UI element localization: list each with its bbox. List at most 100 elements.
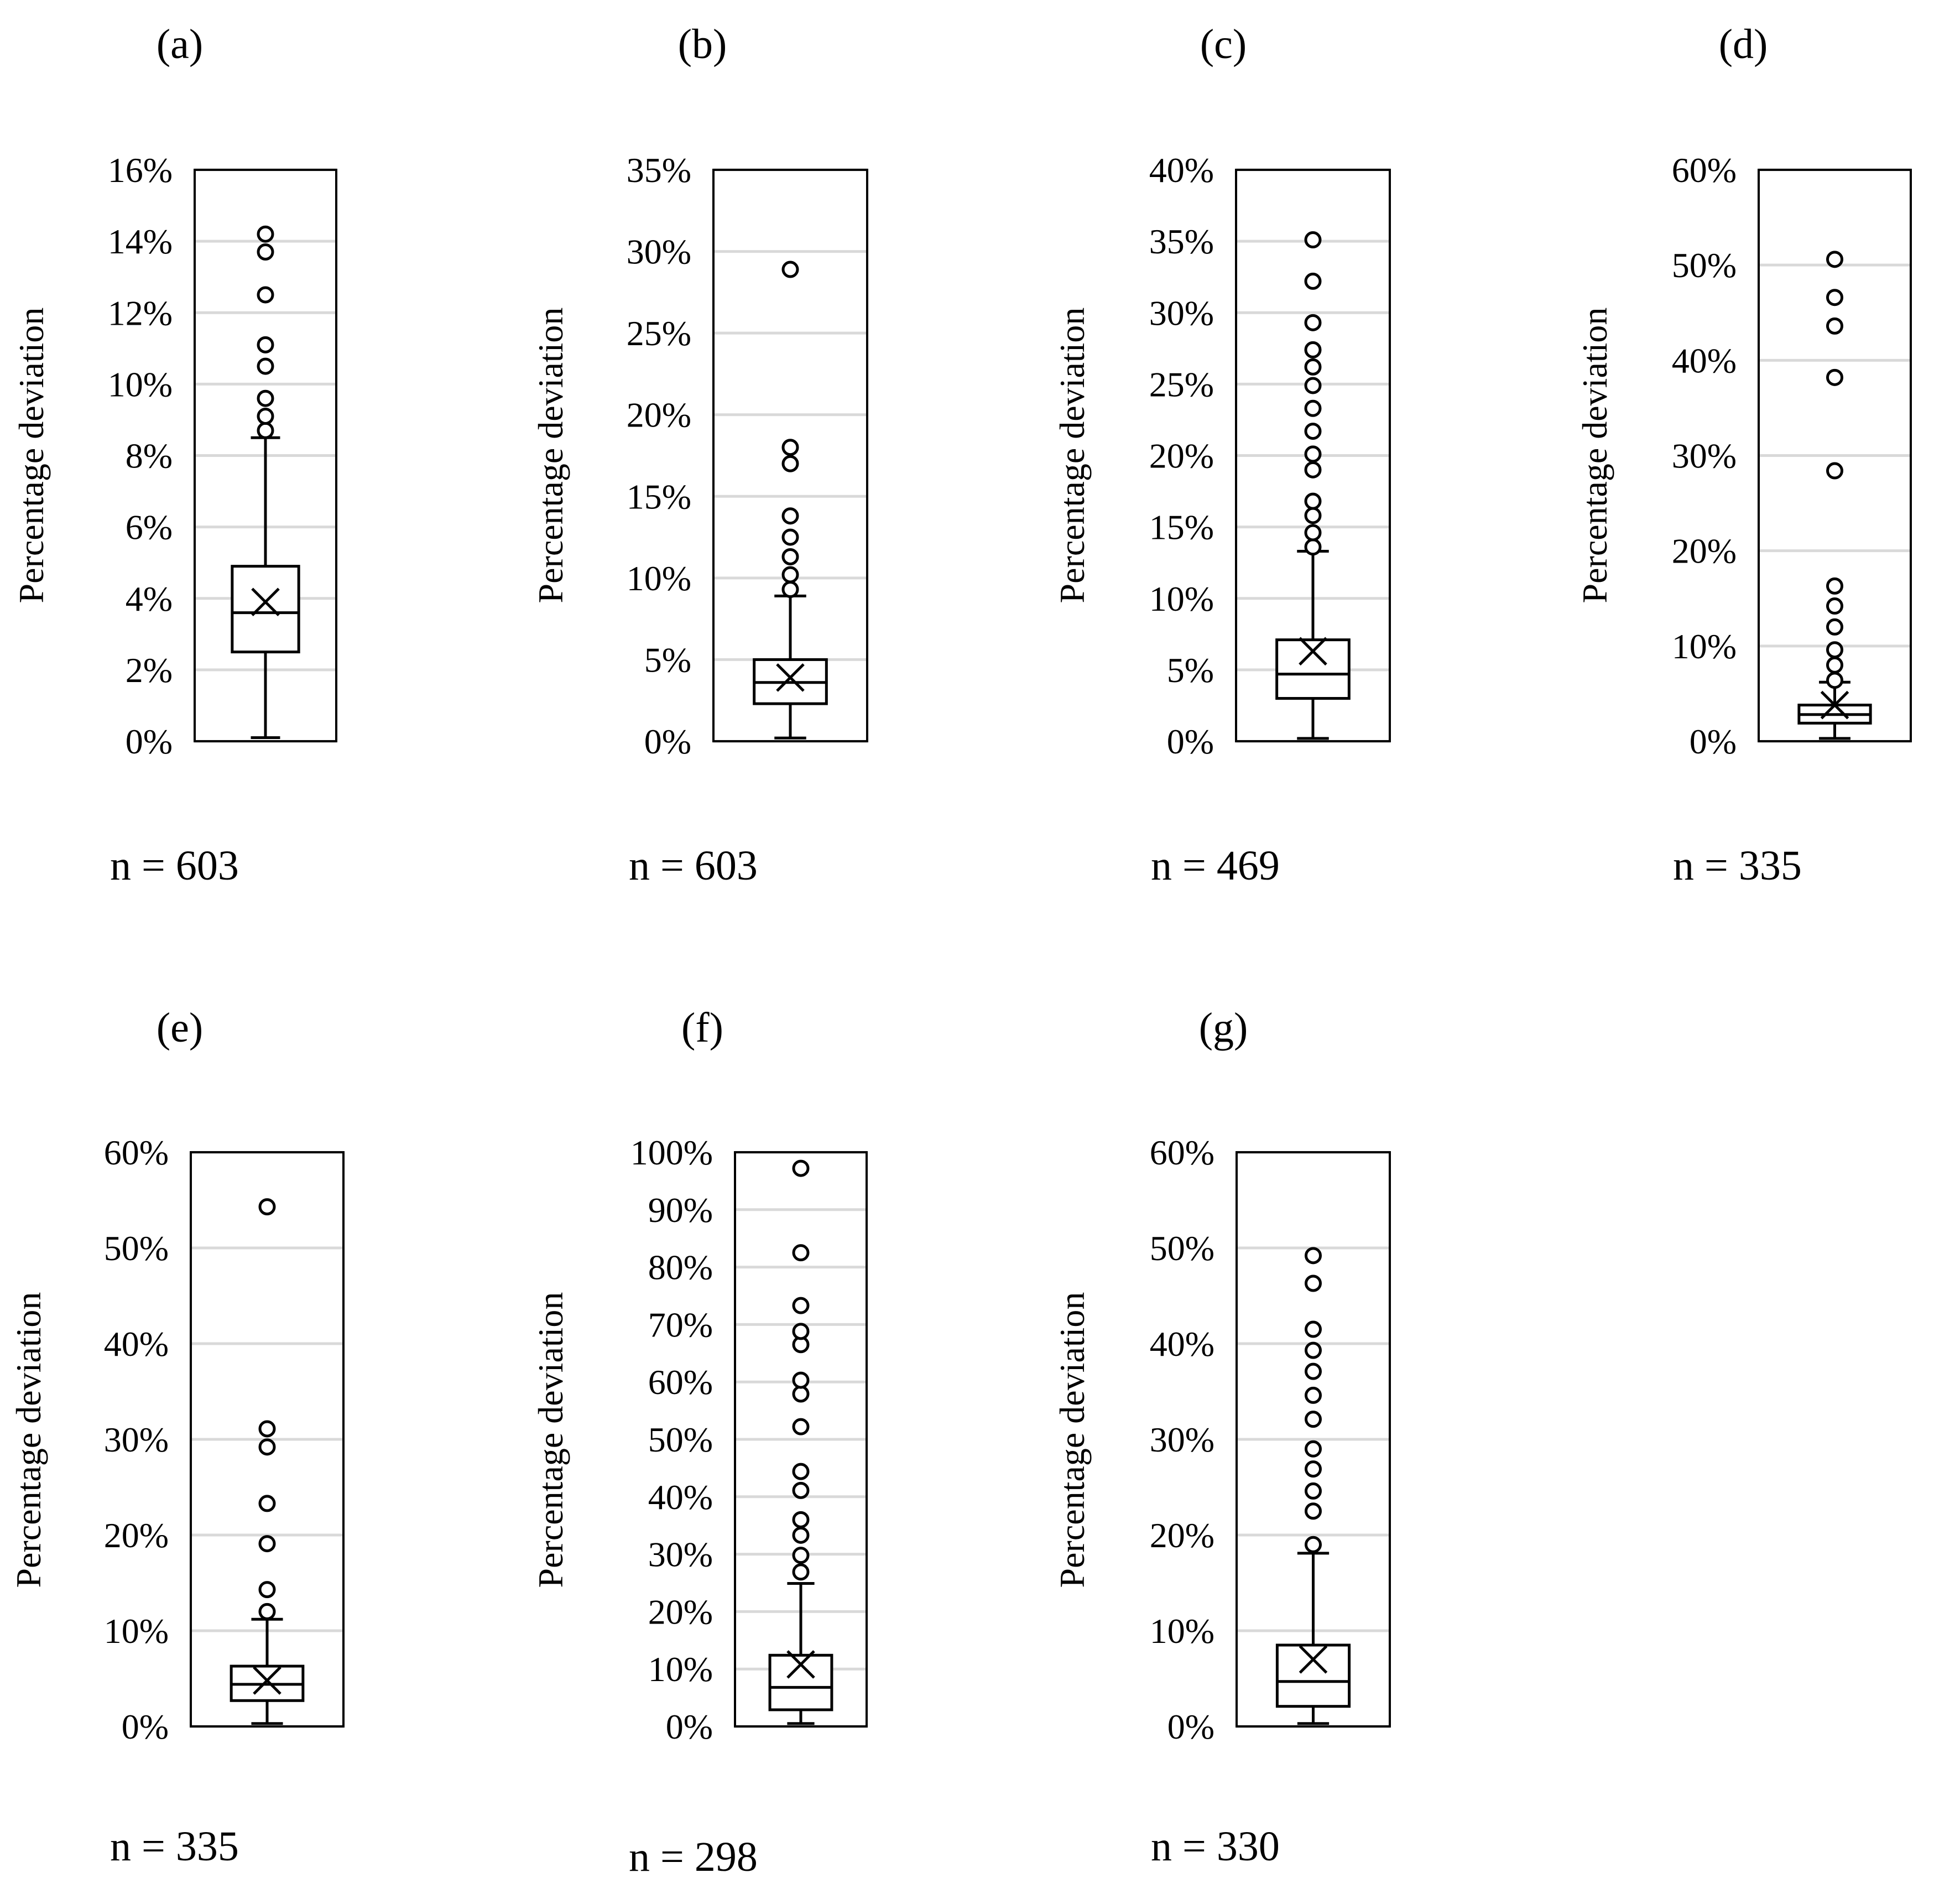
outlier-point	[792, 1547, 810, 1564]
outlier-point	[1826, 317, 1843, 335]
y-tick-label: 60%	[1150, 1133, 1214, 1172]
y-tick-label: 16%	[108, 150, 173, 190]
iqr-box	[1275, 1643, 1351, 1708]
y-tick-label: 5%	[644, 640, 691, 679]
y-tick-label: 40%	[648, 1478, 713, 1517]
outlier-point	[792, 1297, 810, 1314]
outlier-point	[781, 507, 799, 525]
sample-size-label: n = 298	[629, 1834, 758, 1880]
y-tick-label: 0%	[122, 1707, 169, 1746]
y-tick-label: 20%	[627, 396, 691, 435]
sample-size-label: n = 335	[1673, 842, 1802, 889]
outlier-point	[1826, 672, 1843, 689]
sample-size-label: n = 335	[110, 1823, 239, 1870]
y-tick-label: 4%	[126, 579, 173, 618]
y-tick-label: 90%	[648, 1190, 713, 1230]
outlier-point	[257, 336, 274, 353]
outlier-point	[257, 286, 274, 304]
y-tick-label: 25%	[1149, 365, 1214, 404]
panel-label: (a)	[157, 21, 203, 67]
y-axis-label: Percentage deviation	[1052, 308, 1092, 604]
y-tick-label: 0%	[1167, 722, 1214, 761]
outlier-point	[792, 1463, 810, 1480]
mean-marker-stroke	[786, 1650, 815, 1679]
y-tick-label: 0%	[126, 722, 173, 761]
y-axis-label: Percentage deviation	[531, 308, 570, 604]
outlier-point	[1305, 1440, 1322, 1458]
outlier-point	[1305, 1411, 1322, 1428]
outlier-point	[1826, 462, 1843, 480]
panel-label: (g)	[1199, 1005, 1248, 1051]
outlier-point	[257, 225, 274, 243]
y-tick-label: 10%	[627, 559, 691, 598]
chart-panel-a: 0% 2% 4% 6% 8% 10% 12% 14% 16% (a) Percentage devi…	[12, 21, 337, 889]
plot-frame	[1235, 169, 1391, 742]
y-tick-label: 15%	[1149, 508, 1214, 547]
iqr-box	[231, 565, 300, 654]
outlier-point	[258, 1495, 276, 1512]
plot-frame	[1236, 1151, 1391, 1728]
plot-frame	[734, 1151, 868, 1728]
y-tick-label: 5%	[1167, 651, 1214, 690]
outlier-point	[1826, 577, 1843, 595]
outlier-point	[1305, 1274, 1322, 1292]
sample-size-label: n = 469	[1151, 842, 1280, 889]
y-tick-label: 40%	[1672, 341, 1737, 380]
y-tick-label: 60%	[648, 1362, 713, 1402]
y-tick-label: 100%	[630, 1133, 713, 1172]
mean-marker	[253, 1666, 282, 1695]
y-axis-label: Percentage deviation	[1052, 1292, 1092, 1588]
y-tick-label: 50%	[104, 1229, 169, 1268]
y-tick-label: 35%	[627, 150, 691, 190]
outlier-point	[1304, 358, 1322, 376]
outlier-point	[1305, 1536, 1322, 1553]
y-tick-label: 50%	[648, 1420, 713, 1459]
y-tick-label: 2%	[126, 651, 173, 690]
outlier-point	[1305, 1341, 1322, 1359]
mean-marker-stroke	[1299, 637, 1327, 666]
outlier-point	[792, 1159, 810, 1177]
outlier-point	[1305, 1362, 1322, 1380]
outlier-point	[1304, 538, 1322, 556]
panel-label: (e)	[157, 1005, 203, 1051]
outlier-point	[1304, 377, 1322, 394]
outlier-point	[1304, 461, 1322, 478]
y-tick-label: 20%	[1149, 436, 1214, 476]
outlier-point	[792, 1563, 810, 1581]
y-tick-label: 40%	[1150, 1324, 1214, 1364]
y-tick-label: 10%	[104, 1611, 169, 1651]
y-tick-label: 0%	[1690, 722, 1737, 761]
outlier-point	[1304, 231, 1322, 249]
y-tick-label: 40%	[104, 1324, 169, 1364]
outlier-point	[1304, 524, 1322, 542]
y-axis-label: Percentage deviation	[12, 308, 51, 604]
outlier-point	[781, 261, 799, 278]
outlier-point	[257, 389, 274, 407]
y-tick-label: 20%	[648, 1592, 713, 1631]
outlier-point	[781, 566, 799, 584]
chart-panel-d: 0% 10% 20% 30% 40% 50% 60% (d) Percentage deviat…	[1575, 21, 1912, 889]
mean-marker-stroke	[776, 663, 805, 692]
y-tick-label: 30%	[1672, 436, 1737, 476]
outlier-point	[781, 528, 799, 546]
panel-label: (c)	[1200, 21, 1247, 67]
outlier-point	[1826, 597, 1843, 615]
outlier-point	[257, 422, 274, 439]
outlier-point	[781, 455, 799, 472]
outlier-point	[1305, 1502, 1322, 1520]
y-tick-label: 30%	[1150, 1420, 1214, 1459]
outlier-point	[792, 1385, 810, 1403]
y-tick-label: 70%	[648, 1305, 713, 1344]
y-tick-label: 20%	[1150, 1516, 1214, 1555]
mean-marker-stroke	[1820, 690, 1849, 720]
outlier-point	[258, 1198, 276, 1216]
y-tick-label: 30%	[1149, 293, 1214, 332]
outlier-point	[1304, 314, 1322, 331]
plot-frame	[190, 1151, 345, 1728]
outlier-point	[258, 1438, 276, 1456]
y-axis-label: Percentage deviation	[1575, 308, 1614, 604]
outlier-point	[1826, 618, 1843, 636]
plot-frame	[1758, 169, 1912, 742]
plot-frame	[194, 169, 337, 742]
y-tick-label: 6%	[126, 508, 173, 547]
